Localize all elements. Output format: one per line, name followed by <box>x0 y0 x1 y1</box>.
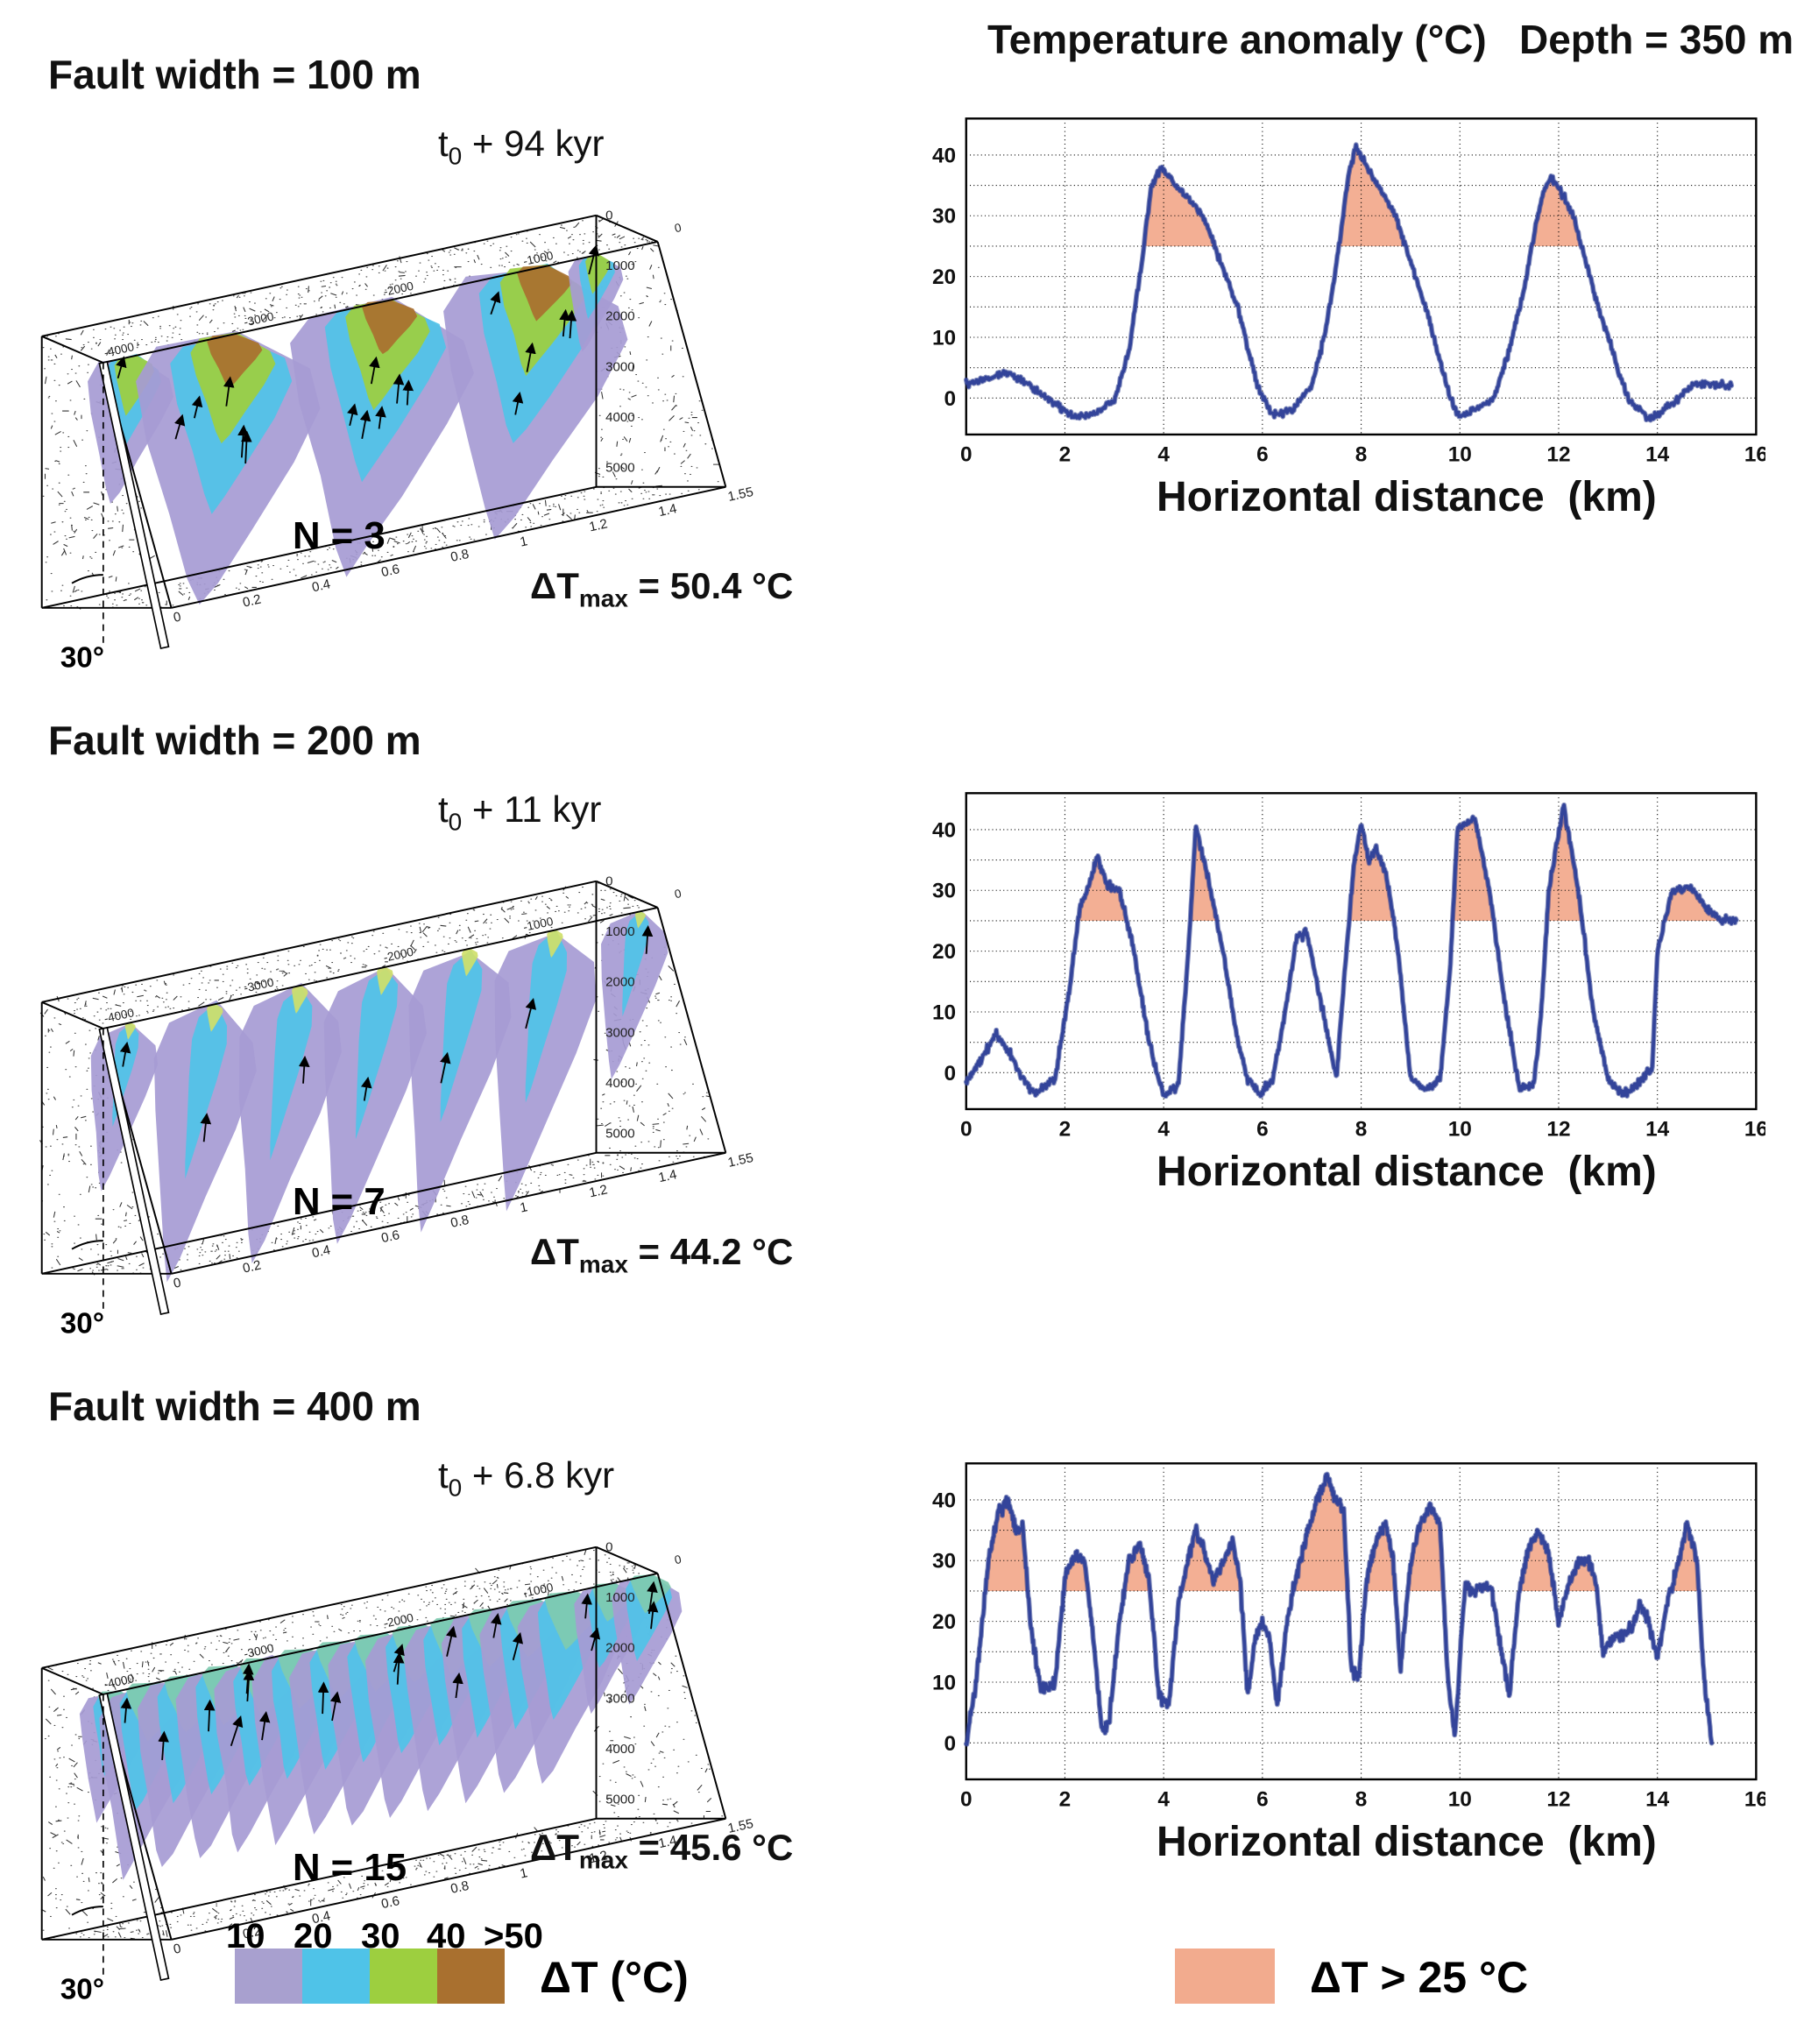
svg-text:14: 14 <box>1645 1118 1670 1142</box>
svg-text:5000: 5000 <box>605 461 635 476</box>
svg-text:0: 0 <box>172 1941 182 1957</box>
svg-text:6: 6 <box>1256 1788 1269 1812</box>
svg-text:6: 6 <box>1256 1118 1269 1142</box>
svg-text:30°: 30° <box>60 1308 104 1340</box>
svg-text:10: 10 <box>932 1001 956 1024</box>
svg-text:0.4: 0.4 <box>311 576 332 595</box>
svg-text:0: 0 <box>944 387 957 411</box>
svg-text:0.4: 0.4 <box>311 1242 332 1261</box>
svg-text:16: 16 <box>1744 1788 1765 1812</box>
svg-text:0.2: 0.2 <box>241 592 262 611</box>
svg-text:1.4: 1.4 <box>657 501 678 520</box>
svg-text:N = 15: N = 15 <box>293 1846 407 1889</box>
svg-text:16: 16 <box>1744 443 1765 467</box>
svg-text:0.8: 0.8 <box>449 1213 470 1231</box>
svg-text:0.6: 0.6 <box>380 1227 401 1246</box>
svg-text:4: 4 <box>1157 443 1170 467</box>
svg-text:N = 3: N = 3 <box>293 514 386 557</box>
svg-text:4000: 4000 <box>605 410 635 425</box>
svg-text:5000: 5000 <box>605 1793 635 1807</box>
svg-text:20: 20 <box>932 1610 956 1634</box>
svg-text:1000: 1000 <box>605 258 635 273</box>
svg-text:14: 14 <box>1645 1788 1670 1812</box>
svg-text:40: 40 <box>932 818 956 842</box>
svg-text:16: 16 <box>1744 1118 1765 1142</box>
svg-text:6: 6 <box>1256 443 1269 467</box>
svg-text:0.6: 0.6 <box>380 562 401 580</box>
svg-text:0: 0 <box>673 1552 683 1567</box>
svg-text:0: 0 <box>960 1118 973 1142</box>
svg-text:30°: 30° <box>60 642 104 674</box>
svg-text:10: 10 <box>1448 443 1472 467</box>
svg-text:1: 1 <box>519 1865 529 1881</box>
svg-text:0: 0 <box>673 221 683 235</box>
svg-text:0: 0 <box>172 610 182 626</box>
svg-text:30: 30 <box>932 880 956 903</box>
svg-text:5000: 5000 <box>605 1127 635 1142</box>
svg-text:3000: 3000 <box>605 1691 635 1706</box>
svg-text:1000: 1000 <box>605 1590 635 1605</box>
svg-text:12: 12 <box>1546 1788 1570 1812</box>
svg-text:0: 0 <box>605 873 612 888</box>
svg-text:8: 8 <box>1355 1118 1368 1142</box>
svg-text:0: 0 <box>944 1732 957 1756</box>
svg-text:2: 2 <box>1059 443 1072 467</box>
svg-text:1.4: 1.4 <box>657 1167 678 1185</box>
svg-text:8: 8 <box>1355 1788 1368 1812</box>
svg-text:2000: 2000 <box>605 309 635 324</box>
svg-text:2: 2 <box>1059 1118 1072 1142</box>
svg-text:1: 1 <box>519 1199 529 1215</box>
svg-text:1: 1 <box>519 534 529 549</box>
svg-text:20: 20 <box>932 940 956 964</box>
svg-text:1000: 1000 <box>605 924 635 939</box>
svg-text:4: 4 <box>1157 1788 1170 1812</box>
svg-text:10: 10 <box>932 1671 956 1694</box>
svg-text:4: 4 <box>1157 1118 1170 1142</box>
svg-text:30: 30 <box>932 205 956 229</box>
svg-text:12: 12 <box>1546 1118 1570 1142</box>
svg-text:1.2: 1.2 <box>588 1182 609 1200</box>
svg-text:3000: 3000 <box>605 1025 635 1040</box>
svg-text:10: 10 <box>1448 1788 1472 1812</box>
svg-text:0.6: 0.6 <box>380 1893 401 1912</box>
svg-text:0.2: 0.2 <box>241 1258 262 1277</box>
svg-text:1.55: 1.55 <box>726 484 754 505</box>
svg-text:0.8: 0.8 <box>449 1878 470 1897</box>
svg-text:0.8: 0.8 <box>449 547 470 565</box>
svg-text:4000: 4000 <box>605 1076 635 1091</box>
svg-text:N = 7: N = 7 <box>293 1180 386 1223</box>
svg-text:0: 0 <box>605 208 612 223</box>
svg-text:3000: 3000 <box>605 359 635 374</box>
svg-text:2: 2 <box>1059 1788 1072 1812</box>
svg-text:0: 0 <box>944 1062 957 1086</box>
svg-text:30°: 30° <box>60 1974 104 2005</box>
svg-text:12: 12 <box>1546 443 1570 467</box>
svg-text:0: 0 <box>673 887 683 901</box>
svg-text:1.2: 1.2 <box>588 516 609 534</box>
svg-text:1.55: 1.55 <box>726 1150 754 1171</box>
svg-text:10: 10 <box>1448 1118 1472 1142</box>
svg-text:40: 40 <box>932 144 956 167</box>
svg-text:0: 0 <box>605 1539 612 1554</box>
svg-text:14: 14 <box>1645 443 1670 467</box>
svg-text:0: 0 <box>960 1788 973 1812</box>
svg-text:10: 10 <box>932 326 956 350</box>
svg-text:30: 30 <box>932 1550 956 1574</box>
svg-text:4000: 4000 <box>605 1742 635 1757</box>
svg-text:40: 40 <box>932 1489 956 1512</box>
svg-text:8: 8 <box>1355 443 1368 467</box>
svg-text:2000: 2000 <box>605 975 635 990</box>
svg-text:20: 20 <box>932 265 956 289</box>
svg-text:0: 0 <box>960 443 973 467</box>
svg-text:2000: 2000 <box>605 1641 635 1656</box>
svg-text:0: 0 <box>172 1276 182 1291</box>
